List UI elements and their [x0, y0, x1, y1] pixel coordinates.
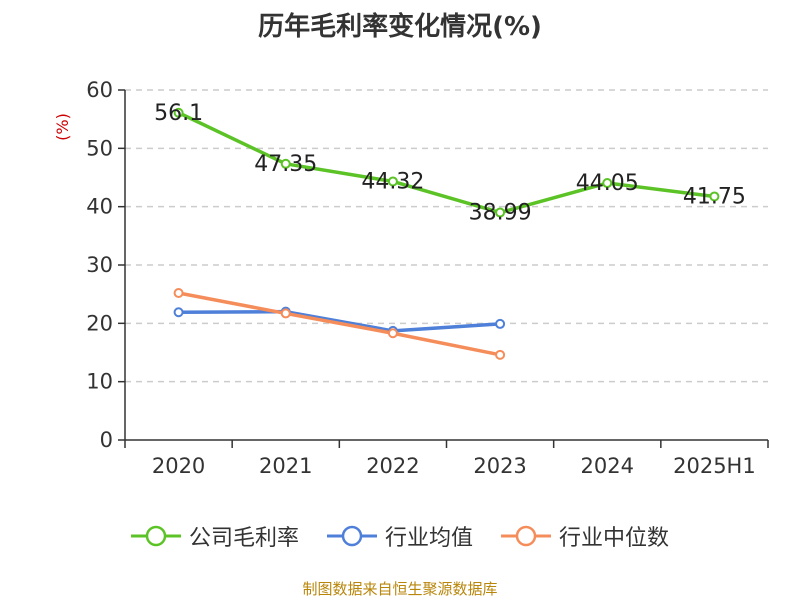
data-labels: 56.1 47.35 44.32 38.99 44.05 41.75	[154, 101, 746, 226]
source-note: 制图数据来自恒生聚源数据库	[302, 580, 498, 598]
data-label: 47.35	[254, 152, 317, 177]
series-2	[173, 306, 506, 336]
x-tick-label: 2022	[366, 454, 419, 478]
y-axis-label: (%)	[53, 113, 72, 141]
data-point	[173, 307, 184, 318]
data-label: 56.1	[154, 101, 203, 126]
legend-item-2[interactable]: 行业均值	[326, 520, 473, 552]
y-tick-label: 60	[86, 78, 113, 102]
x-tick-label: 2024	[581, 454, 634, 478]
x-tick-label: 2021	[259, 454, 312, 478]
y-tick-label: 10	[86, 370, 113, 394]
y-tick-label: 0	[100, 428, 113, 452]
legend: 公司毛利率 行业均值 行业中位数	[0, 520, 800, 552]
data-label: 41.75	[683, 184, 746, 209]
series-3	[173, 288, 506, 360]
data-point	[173, 107, 184, 118]
series-line	[177, 111, 715, 215]
legend-item-3[interactable]: 行业中位数	[501, 520, 669, 552]
axes: 0 10 20 30 40 50 60 2020 2021 2022 2023 2024 2025H1	[86, 78, 769, 478]
legend-label: 公司毛利率	[188, 526, 299, 551]
series	[173, 107, 720, 360]
data-point	[495, 207, 506, 218]
x-tick-label: 2023	[473, 454, 526, 478]
data-point	[495, 318, 506, 329]
data-label: 44.32	[361, 169, 424, 194]
series-line	[178, 309, 501, 333]
data-point	[280, 158, 291, 169]
legend-marker	[501, 525, 551, 547]
grid-lines	[125, 89, 768, 383]
data-point	[387, 328, 398, 339]
legend-marker	[326, 525, 377, 547]
series-line	[178, 291, 501, 357]
data-point	[709, 191, 720, 202]
data-point	[280, 308, 291, 319]
data-label: 38.99	[469, 201, 532, 226]
legend-item-1[interactable]: 公司毛利率	[130, 520, 299, 552]
legend-label: 行业均值	[384, 526, 473, 551]
chart-title: 历年毛利率变化情况(%)	[258, 12, 542, 42]
x-tick-label: 2025H1	[673, 454, 756, 478]
data-point	[387, 176, 398, 187]
data-label: 44.05	[576, 171, 639, 196]
data-point	[173, 288, 184, 298]
data-point	[495, 349, 506, 360]
y-tick-label: 30	[86, 253, 113, 277]
y-tick-label: 20	[86, 311, 113, 335]
legend-marker	[130, 525, 181, 547]
series-1	[173, 107, 720, 218]
y-tick-label: 50	[86, 136, 113, 160]
data-point	[602, 178, 613, 189]
legend-label: 行业中位数	[559, 526, 670, 551]
x-tick-label: 2020	[152, 454, 205, 478]
y-tick-label: 40	[86, 195, 113, 219]
